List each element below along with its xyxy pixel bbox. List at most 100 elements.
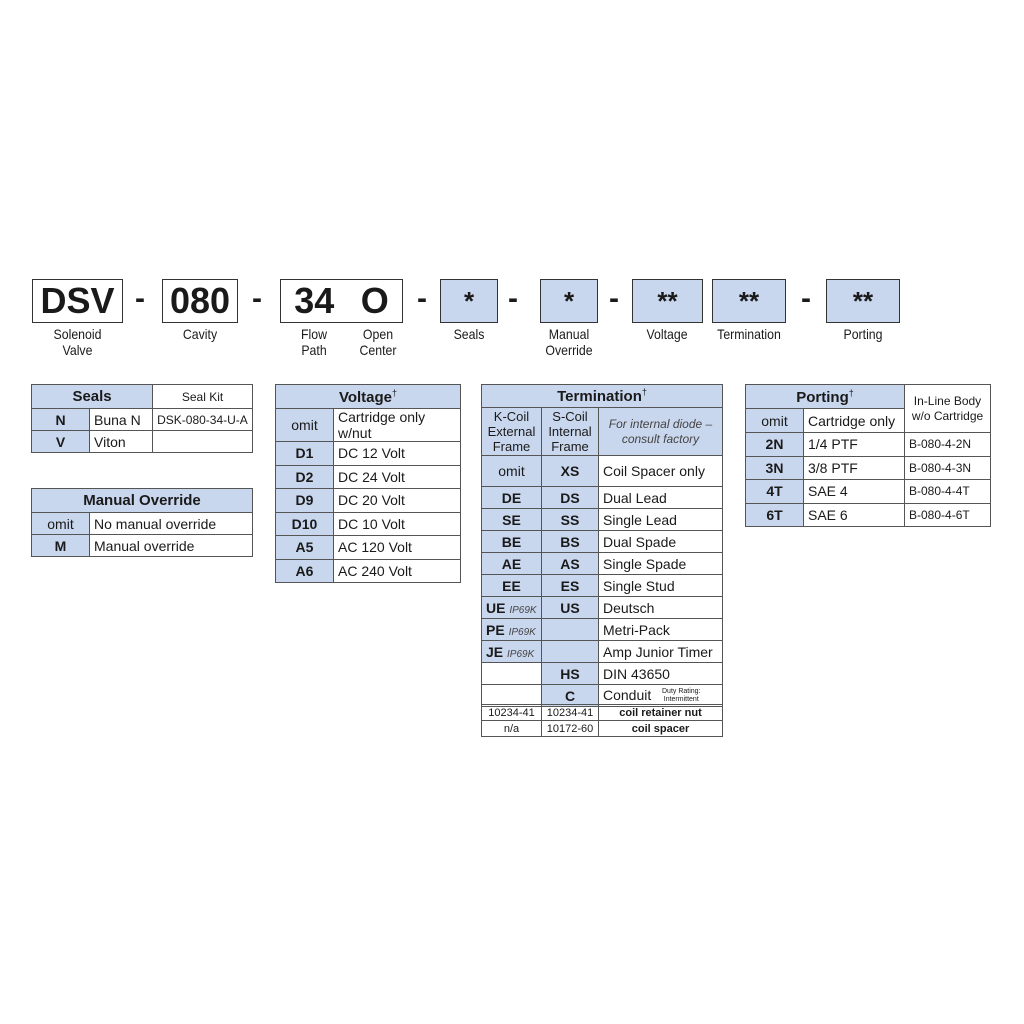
k-coil-code-text: EE	[502, 577, 521, 594]
code-box-cavity: 080	[162, 279, 238, 323]
table-row: C Conduit Duty Rating: Intermittent	[481, 684, 723, 707]
voltage-code: D10	[275, 511, 334, 536]
table-row: AE AS Single Spade	[481, 552, 723, 575]
dash: -	[508, 282, 518, 315]
label-seals: Seals	[453, 326, 485, 342]
table-row: PE IP69K Metri-Pack	[481, 618, 723, 641]
termination-desc: Deutsch	[598, 596, 723, 619]
table-row: BE BS Dual Spade	[481, 530, 723, 553]
s-coil-code: US	[541, 596, 599, 619]
ip69k-rating: IP69K	[507, 648, 535, 660]
table-row: DE DS Dual Lead	[481, 486, 723, 509]
s-coil-code	[541, 640, 599, 663]
label-open-center: Open Center	[359, 326, 397, 358]
table-row: EE ES Single Stud	[481, 574, 723, 597]
termination-desc: Single Lead	[598, 508, 723, 531]
seal-material: Buna N	[88, 408, 154, 431]
seal-kit: DSK-080-34-U-A	[152, 408, 253, 431]
termination-desc-text: DIN 43650	[603, 665, 670, 682]
table-row: UE IP69K US Deutsch	[481, 596, 723, 619]
code-box-voltage: **	[632, 279, 703, 323]
k-coil-code-text: SE	[502, 511, 521, 528]
s-coil-code: HS	[541, 662, 599, 685]
s-coil-code: ES	[541, 574, 599, 597]
part-desc: coil retainer nut	[598, 704, 723, 721]
code-box-seals: *	[440, 279, 498, 323]
code-box-porting: **	[826, 279, 900, 323]
k-coil-code-text: AE	[501, 555, 522, 572]
voltage-desc: DC 10 Volt	[333, 511, 461, 536]
voltage-code: D1	[275, 441, 334, 466]
k-coil-code-text: JE	[486, 643, 504, 660]
voltage-code: omit	[275, 408, 334, 442]
k-coil-code: DE	[481, 486, 542, 509]
k-coil-code	[481, 684, 542, 707]
k-coil-code-text: PE	[486, 621, 505, 638]
porting-desc: 1/4 PTF	[803, 432, 905, 457]
label-voltage: Voltage	[646, 326, 688, 342]
table-row: JE IP69K Amp Junior Timer	[481, 640, 723, 663]
seal-kit-header: Seal Kit	[152, 384, 253, 409]
s-coil-code: C	[541, 684, 599, 707]
table-row: SE SS Single Lead	[481, 508, 723, 531]
termination-table: Termination† K-Coil External Frame S-Coil…	[481, 384, 723, 707]
table-row: D9 DC 20 Volt	[275, 488, 461, 513]
termination-parts-table: 10234-41 10234-41 coil retainer nut n/a 1017…	[481, 704, 723, 737]
s-coil-part: 10234-41	[541, 704, 599, 721]
table-row: D1 DC 12 Volt	[275, 441, 461, 466]
flow-path-code: 34	[294, 280, 335, 321]
inline-body-header: In-Line Body w/o Cartridge	[904, 384, 991, 433]
table-row: HS DIN 43650	[481, 662, 723, 685]
table-row: A6 AC 240 Volt	[275, 558, 461, 583]
manual-override-header: Manual Override	[31, 488, 253, 513]
table-row: A5 AC 120 Volt	[275, 535, 461, 560]
s-coil-code: XS	[541, 455, 599, 487]
porting-code: 2N	[745, 432, 804, 457]
ip69k-rating: IP69K	[509, 604, 537, 616]
table-row: 4T SAE 4 B-080-4-4T	[745, 479, 991, 504]
voltage-table: Voltage† omit Cartridge only w/nut D1 DC 12…	[275, 384, 461, 583]
voltage-code: A6	[275, 558, 334, 583]
porting-table: Porting† In-Line Body w/o Cartridge omit C…	[745, 384, 991, 527]
k-coil-part: 10234-41	[481, 704, 542, 721]
inline-body-part: B-080-4-6T	[904, 502, 991, 527]
voltage-desc: DC 20 Volt	[333, 488, 461, 513]
label-termination: Termination	[717, 326, 781, 342]
table-row: 6T SAE 6 B-080-4-6T	[745, 502, 991, 527]
termination-desc: Dual Spade	[598, 530, 723, 553]
k-coil-code-text: BE	[501, 533, 522, 550]
diode-note: For internal diode – consult factory	[598, 407, 723, 456]
termination-desc-text: Conduit	[603, 686, 652, 703]
label-porting: Porting	[843, 326, 883, 342]
dash: -	[609, 282, 619, 315]
termination-desc-text: Metri-Pack	[603, 621, 670, 638]
label-solenoid-valve: Solenoid Valve	[53, 326, 102, 358]
porting-code: 3N	[745, 455, 804, 480]
s-coil-header: S-Coil Internal Frame	[541, 407, 599, 456]
table-row: 10234-41 10234-41 coil retainer nut	[481, 704, 723, 721]
voltage-code: A5	[275, 535, 334, 560]
part-desc: coil spacer	[598, 720, 723, 737]
termination-header: Termination†	[481, 384, 723, 408]
termination-desc-text: Single Stud	[603, 577, 675, 594]
s-coil-code: DS	[541, 486, 599, 509]
table-row: 2N 1/4 PTF B-080-4-2N	[745, 432, 991, 457]
porting-desc: SAE 6	[803, 502, 905, 527]
k-coil-code-text: DE	[501, 489, 522, 506]
termination-desc: Dual Lead	[598, 486, 723, 509]
termination-desc: Conduit Duty Rating: Intermittent	[598, 684, 723, 707]
override-code: omit	[31, 512, 90, 535]
s-coil-code: BS	[541, 530, 599, 553]
ip69k-rating: IP69K	[508, 626, 536, 638]
duty-rating-note: Duty Rating: Intermittent	[662, 688, 701, 704]
voltage-desc: AC 240 Volt	[333, 558, 461, 583]
voltage-desc: DC 24 Volt	[333, 464, 461, 489]
k-coil-code: UE IP69K	[481, 596, 542, 619]
table-row: D2 DC 24 Volt	[275, 464, 461, 489]
termination-desc: Amp Junior Timer	[598, 640, 723, 663]
k-coil-code: EE	[481, 574, 542, 597]
k-coil-code: omit	[481, 455, 542, 487]
inline-body-part: B-080-4-2N	[904, 432, 991, 457]
termination-desc: DIN 43650	[598, 662, 723, 685]
s-coil-code: SS	[541, 508, 599, 531]
